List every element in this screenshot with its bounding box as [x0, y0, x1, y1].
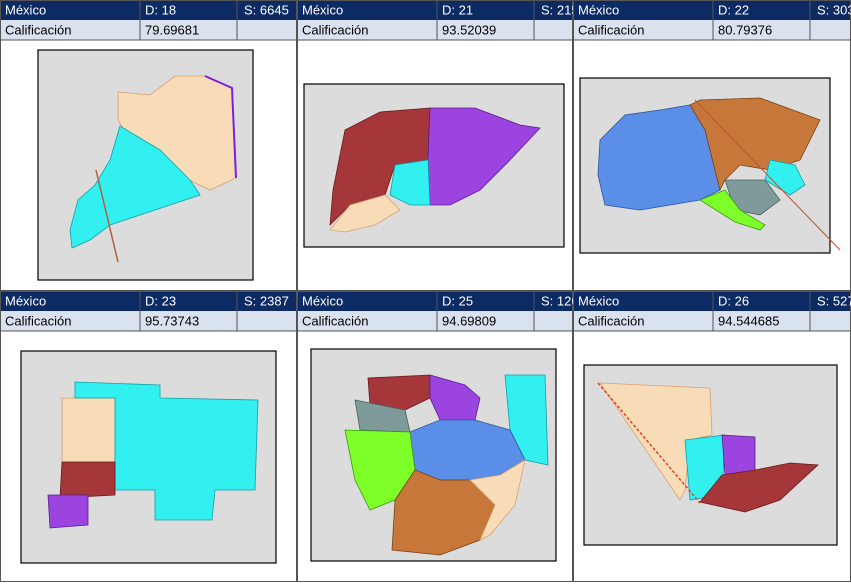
score: 94.69809: [442, 313, 496, 328]
score-row: [573, 311, 851, 331]
state: México: [578, 293, 619, 308]
header-row: [297, 0, 573, 20]
sections: S: 6645: [244, 2, 289, 17]
score-row: [0, 311, 297, 331]
sections: S: 5271: [817, 293, 851, 308]
header-row: [297, 291, 573, 311]
state: México: [302, 293, 343, 308]
header-row: [0, 0, 297, 20]
state: México: [578, 2, 619, 17]
district: D: 26: [718, 293, 749, 308]
district: D: 21: [442, 2, 473, 17]
score: 94.544685: [718, 313, 779, 328]
district: D: 18: [145, 2, 176, 17]
header-row: [573, 0, 851, 20]
score-row: [573, 20, 851, 40]
district: D: 23: [145, 293, 176, 308]
map: [310, 348, 557, 562]
score-label: Calificación: [5, 22, 71, 37]
score: 95.73743: [145, 313, 199, 328]
map: [583, 364, 838, 546]
score-label: Calificación: [302, 22, 368, 37]
district: D: 25: [442, 293, 473, 308]
map: [37, 49, 254, 281]
sections: S: 3035: [817, 2, 851, 17]
score-label: Calificación: [578, 22, 644, 37]
score: 80.79376: [718, 22, 772, 37]
sections: S: 2387: [244, 293, 289, 308]
score-row: [0, 20, 297, 40]
map: [20, 350, 277, 564]
state: México: [5, 2, 46, 17]
panel-border: [0, 0, 297, 291]
score-label: Calificación: [302, 313, 368, 328]
header-row: [573, 291, 851, 311]
state: México: [5, 293, 46, 308]
score: 93.52039: [442, 22, 496, 37]
score: 79.69681: [145, 22, 199, 37]
state: México: [302, 2, 343, 17]
score-label: Calificación: [5, 313, 71, 328]
score-row: [297, 311, 573, 331]
header-row: [0, 291, 297, 311]
score-label: Calificación: [578, 313, 644, 328]
panel-border: [297, 0, 573, 291]
district: D: 22: [718, 2, 749, 17]
map: [303, 83, 565, 248]
score-row: [297, 20, 573, 40]
map: [579, 77, 841, 254]
